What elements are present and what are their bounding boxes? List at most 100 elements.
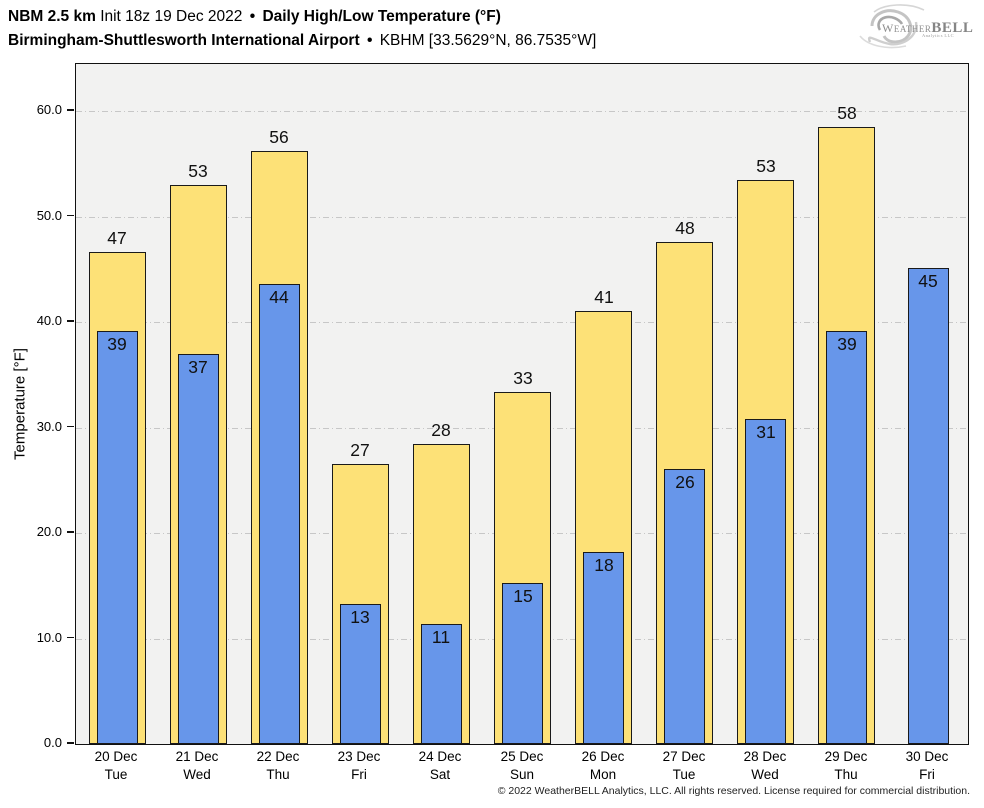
y-tick-mark xyxy=(67,742,74,744)
gridline-60 xyxy=(76,111,968,112)
y-tick-label: 20.0 xyxy=(36,524,62,539)
gridline-50 xyxy=(76,216,968,218)
low-value-label: 37 xyxy=(188,357,208,377)
x-tick-day: Mon xyxy=(589,767,617,782)
x-tick-label: 25 Dec Sun xyxy=(481,748,563,784)
x-tick-date: 23 Dec xyxy=(337,749,381,764)
product-name: Daily High/Low Temperature (°F) xyxy=(262,8,501,25)
y-axis-title: Temperature [°F] xyxy=(11,348,29,460)
low-bar xyxy=(178,354,219,744)
low-value-label: 26 xyxy=(675,472,695,492)
x-tick-day: Thu xyxy=(266,767,290,782)
low-value-label: 18 xyxy=(594,555,614,575)
x-tick-day: Sun xyxy=(509,767,535,782)
x-tick-label: 24 Dec Sat xyxy=(399,748,481,784)
y-tick-label: 60.0 xyxy=(36,102,62,117)
y-tick-label: 40.0 xyxy=(36,313,62,328)
x-tick-date: 24 Dec xyxy=(418,749,462,764)
high-value-label: 28 xyxy=(431,420,451,440)
model-name: NBM 2.5 km xyxy=(8,8,96,25)
y-tick-label: 10.0 xyxy=(36,629,62,645)
x-tick-day: Wed xyxy=(751,767,779,782)
logo-subtext: Analytics LLC xyxy=(922,33,955,38)
x-tick-date: 21 Dec xyxy=(175,749,219,764)
low-value-label: 45 xyxy=(918,271,938,291)
y-tick-mark xyxy=(67,214,74,216)
low-value-label: 11 xyxy=(431,627,451,647)
separator-dot: • xyxy=(366,32,373,49)
low-bar xyxy=(745,419,786,744)
gridline-40 xyxy=(76,322,968,323)
y-tick-mark xyxy=(67,109,74,111)
x-tick-label: 21 Dec Wed xyxy=(156,748,238,784)
x-tick-label: 27 Dec Tue xyxy=(643,748,725,784)
high-value-label: 27 xyxy=(350,440,370,460)
x-tick-day: Fri xyxy=(351,767,367,782)
low-value-label: 13 xyxy=(350,607,370,627)
low-bar xyxy=(259,284,300,744)
x-tick-day: Tue xyxy=(104,767,128,782)
x-tick-day: Wed xyxy=(183,767,211,782)
title-line: NBM 2.5 km Init 18z 19 Dec 2022 • Daily … xyxy=(8,5,596,29)
low-value-label: 39 xyxy=(837,334,857,354)
x-tick-label: 28 Dec Wed xyxy=(724,748,806,784)
low-bar xyxy=(908,268,949,744)
y-tick-label: 30.0 xyxy=(36,418,62,434)
station-name: Birmingham-Shuttlesworth International A… xyxy=(8,32,360,49)
x-tick-day: Thu xyxy=(834,767,858,782)
x-tick-day: Fri xyxy=(919,767,935,782)
y-tick-mark xyxy=(67,531,74,533)
high-value-label: 41 xyxy=(594,287,614,307)
low-bar xyxy=(97,331,138,744)
x-tick-label: 23 Dec Fri xyxy=(318,748,400,784)
x-tick-label: 22 Dec Thu xyxy=(237,748,319,784)
subtitle-line: Birmingham-Shuttlesworth International A… xyxy=(8,29,596,53)
x-tick-label: 30 Dec Fri xyxy=(886,748,968,784)
low-bar xyxy=(502,583,543,744)
y-tick-mark xyxy=(67,320,74,322)
x-tick-date: 25 Dec xyxy=(500,749,544,764)
x-tick-day: Tue xyxy=(672,767,696,782)
low-bar xyxy=(340,604,381,744)
x-tick-date: 27 Dec xyxy=(662,749,706,764)
high-value-label: 48 xyxy=(675,218,695,238)
low-bar xyxy=(421,624,462,744)
plot-area: Temperature [°F] 47 39 53 37 56 44 27 13 28 11 33 1… xyxy=(12,63,969,745)
x-tick-label: 26 Dec Mon xyxy=(562,748,644,784)
x-tick-label: 20 Dec Tue xyxy=(75,748,157,784)
weatherbell-logo: WEATHERBELL Analytics LLC xyxy=(858,2,976,50)
chart-header: NBM 2.5 km Init 18z 19 Dec 2022 • Daily … xyxy=(8,5,596,53)
x-tick-date: 28 Dec xyxy=(743,749,787,764)
low-value-label: 15 xyxy=(513,586,533,606)
high-value-label: 56 xyxy=(269,127,289,147)
low-bar xyxy=(826,331,867,744)
low-value-label: 44 xyxy=(269,287,289,307)
high-value-label: 58 xyxy=(837,103,857,123)
low-value-label: 39 xyxy=(107,334,127,354)
high-value-label: 53 xyxy=(756,156,776,176)
x-tick-date: 30 Dec xyxy=(905,749,949,764)
x-tick-label: 29 Dec Thu xyxy=(805,748,887,784)
x-tick-date: 20 Dec xyxy=(94,749,138,764)
y-tick-mark xyxy=(67,425,74,427)
high-value-label: 47 xyxy=(107,228,127,248)
copyright-notice: © 2022 WeatherBELL Analytics, LLC. All r… xyxy=(497,785,970,797)
station-coords: KBHM [33.5629°N, 86.7535°W] xyxy=(379,32,597,49)
logo-wordmark: WEATHERBELL xyxy=(882,20,974,36)
y-tick-mark xyxy=(67,636,74,638)
x-tick-date: 29 Dec xyxy=(824,749,868,764)
x-tick-date: 26 Dec xyxy=(581,749,625,764)
init-time: Init 18z 19 Dec 2022 xyxy=(100,8,243,25)
hurricane-swirl-icon xyxy=(859,4,925,49)
high-value-label: 53 xyxy=(188,161,208,181)
x-tick-date: 22 Dec xyxy=(256,749,300,764)
y-tick-label: 0.0 xyxy=(43,735,62,750)
x-tick-day: Sat xyxy=(429,767,451,782)
low-value-label: 31 xyxy=(756,422,776,442)
y-tick-label: 50.0 xyxy=(36,207,62,223)
low-bar xyxy=(583,552,624,744)
high-value-label: 33 xyxy=(513,368,533,388)
separator-dot: • xyxy=(249,8,256,25)
low-bar xyxy=(664,469,705,744)
